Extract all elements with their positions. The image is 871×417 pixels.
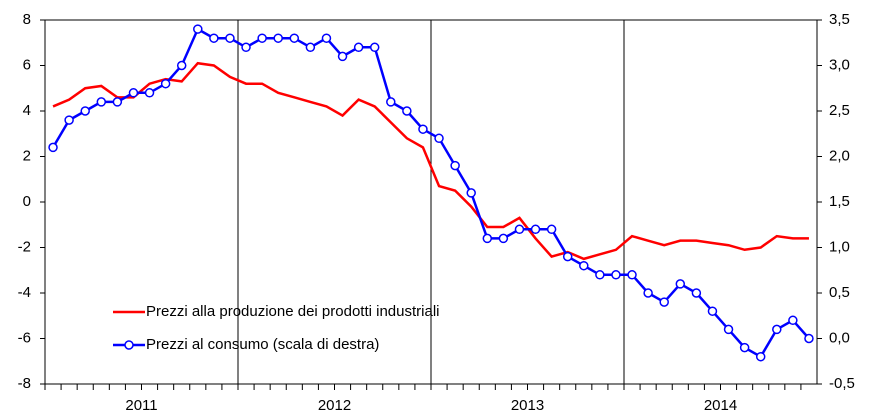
point xyxy=(691,288,702,298)
y2-tick-label: 0,5 xyxy=(829,284,850,301)
y-tick-label: 2 xyxy=(23,147,31,164)
point xyxy=(257,33,267,43)
point xyxy=(176,60,187,71)
point xyxy=(788,315,798,326)
legend-marker xyxy=(124,340,134,350)
point xyxy=(337,51,348,62)
y2-tick-label: 1,5 xyxy=(829,193,850,210)
y-tick-label: 4 xyxy=(23,102,31,119)
point xyxy=(80,106,90,116)
point xyxy=(225,33,235,43)
point xyxy=(627,270,637,280)
legend-label: Prezzi al consumo (scala di destra) xyxy=(146,336,379,353)
point xyxy=(144,88,155,98)
series-line xyxy=(52,61,809,261)
point xyxy=(193,24,203,34)
point xyxy=(209,33,219,43)
point xyxy=(402,106,412,116)
point xyxy=(466,188,476,198)
point xyxy=(48,142,58,153)
point xyxy=(450,160,460,171)
y2-tick-label: 3,0 xyxy=(829,56,850,73)
y2-tick-label: 2,5 xyxy=(829,102,850,119)
y2-tick-label: 0,0 xyxy=(829,329,850,346)
y-tick-label: 6 xyxy=(23,56,31,73)
y-tick-label: 8 xyxy=(23,11,31,28)
y2-tick-label: 1,0 xyxy=(829,238,850,255)
point xyxy=(804,333,814,344)
point xyxy=(707,306,718,316)
point xyxy=(386,97,396,107)
point xyxy=(64,115,74,125)
point xyxy=(562,251,573,262)
y-tick-label: 0 xyxy=(23,193,31,210)
y-tick-label: -8 xyxy=(18,375,31,392)
x-tick-label: 2014 xyxy=(704,397,737,414)
x-tick-label: 2013 xyxy=(511,397,544,414)
point xyxy=(112,97,123,107)
point xyxy=(546,224,557,235)
point xyxy=(643,288,653,298)
point xyxy=(755,351,766,362)
legend-label: Prezzi alla produzione dei prodotti indu… xyxy=(146,303,440,320)
point xyxy=(772,324,782,335)
x-tick-label: 2012 xyxy=(318,397,351,414)
point xyxy=(160,78,171,89)
point xyxy=(530,224,541,235)
point xyxy=(675,279,686,289)
y2-tick-label: -0,5 xyxy=(829,375,855,392)
point xyxy=(273,33,283,43)
point xyxy=(498,233,509,244)
point xyxy=(514,224,525,235)
point xyxy=(241,42,251,53)
point xyxy=(579,260,589,271)
point xyxy=(369,42,380,53)
point xyxy=(659,297,669,307)
point xyxy=(434,133,444,144)
y-tick-label: -6 xyxy=(18,329,31,346)
point xyxy=(595,270,605,280)
y-tick-label: -2 xyxy=(18,238,31,255)
point xyxy=(723,324,734,335)
y2-tick-label: 2,0 xyxy=(829,147,850,164)
x-tick-label: 2011 xyxy=(125,397,157,414)
point xyxy=(353,42,364,53)
point xyxy=(128,88,139,98)
y2-tick-label: 3,5 xyxy=(829,11,850,28)
point xyxy=(289,33,300,43)
point xyxy=(321,33,332,43)
point xyxy=(611,270,621,280)
point xyxy=(482,233,493,244)
point xyxy=(418,124,428,134)
point xyxy=(96,97,107,107)
point xyxy=(739,342,750,353)
y-tick-label: -4 xyxy=(18,284,31,301)
point xyxy=(305,42,316,53)
